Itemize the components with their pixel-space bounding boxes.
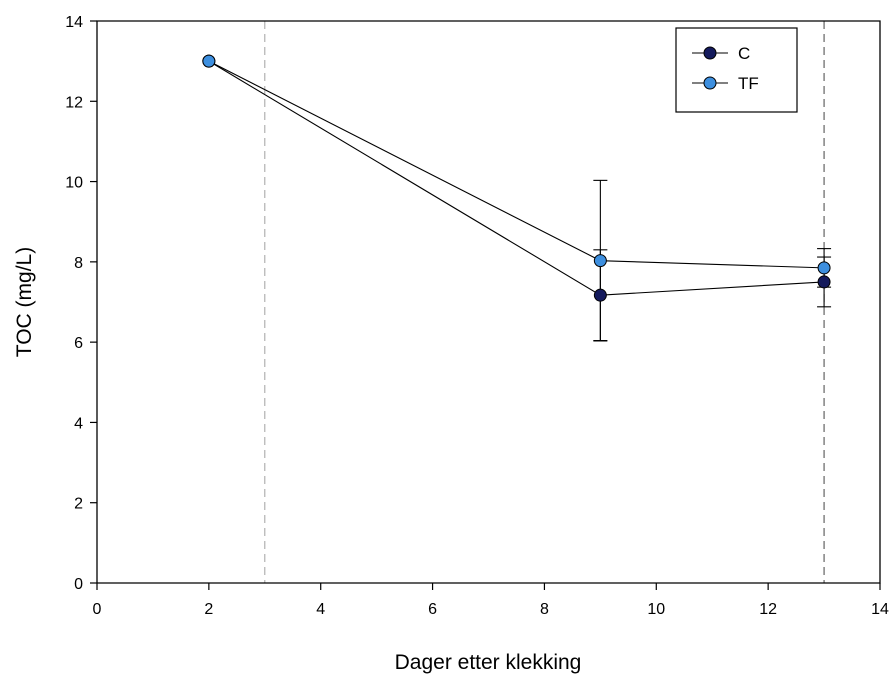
x-tick-label: 12 (759, 601, 777, 618)
x-tick-label: 4 (316, 601, 325, 618)
y-tick-label: 8 (74, 255, 83, 272)
series-layer (202, 54, 832, 342)
x-axis: 0 2 4 6 8 10 12 14 (93, 583, 889, 618)
data-point-c (817, 275, 831, 289)
legend-marker (703, 46, 717, 60)
data-point-tf (817, 261, 831, 275)
data-point-c (593, 288, 607, 302)
y-axis: 0 2 4 6 8 10 12 14 (65, 14, 97, 593)
y-axis-title: TOC (mg/L) (13, 247, 36, 357)
y-tick-label: 14 (65, 14, 83, 31)
y-tick-label: 10 (65, 175, 83, 192)
y-tick-label: 0 (74, 576, 83, 593)
data-point-tf (202, 54, 216, 68)
legend-marker (703, 76, 717, 90)
x-tick-label: 10 (647, 601, 665, 618)
x-tick-label: 14 (871, 601, 889, 618)
legend-label: TF (738, 74, 759, 93)
y-tick-label: 12 (65, 94, 83, 111)
legend-label: C (738, 44, 750, 63)
legend: C TF (675, 27, 798, 113)
y-tick-label: 4 (74, 415, 83, 432)
y-tick-label: 6 (74, 335, 83, 352)
legend-box (675, 27, 798, 113)
x-tick-label: 8 (540, 601, 549, 618)
x-axis-title: Dager etter klekking (395, 651, 582, 674)
x-tick-label: 2 (204, 601, 213, 618)
plot-area (97, 21, 880, 583)
x-tick-label: 0 (93, 601, 102, 618)
x-tick-label: 6 (428, 601, 437, 618)
markers (202, 54, 831, 302)
data-point-tf (593, 254, 607, 268)
y-tick-label: 2 (74, 496, 83, 513)
